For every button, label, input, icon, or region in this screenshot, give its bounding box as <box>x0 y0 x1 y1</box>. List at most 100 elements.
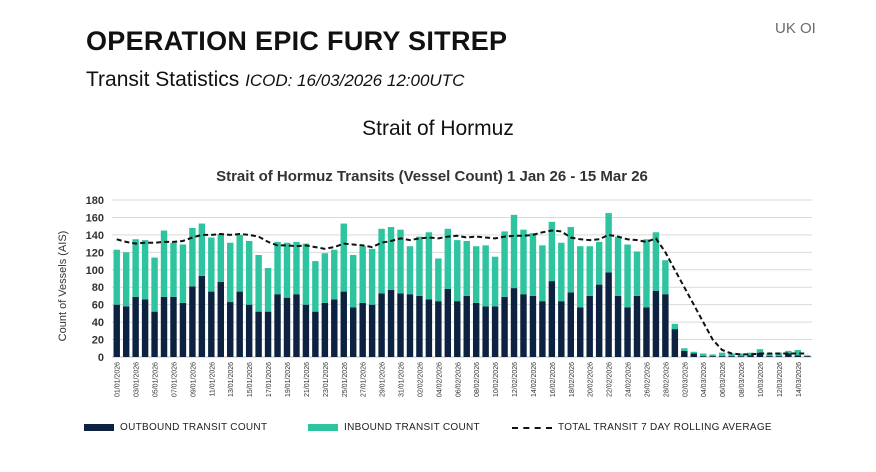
bar-outbound <box>378 293 385 357</box>
x-tick-label: 07/01/2026 <box>172 362 179 397</box>
x-tick-label: 17/01/2026 <box>266 362 273 397</box>
bar-inbound <box>690 351 697 354</box>
y-axis-label: Count of Vessels (AIS) <box>57 231 69 342</box>
bar-inbound <box>160 230 168 297</box>
bar-inbound <box>397 229 404 294</box>
x-tick-label: 06/02/2026 <box>455 362 462 397</box>
bar-outbound <box>539 301 546 357</box>
bar-outbound <box>189 286 196 357</box>
y-tick-label: 160 <box>86 212 104 224</box>
bar-outbound <box>681 350 688 357</box>
bar-inbound <box>482 245 489 307</box>
bar-inbound <box>520 229 527 295</box>
bar-outbound <box>368 304 376 357</box>
y-tick-label: 20 <box>92 335 104 347</box>
bar-outbound <box>482 306 489 357</box>
bar-outbound <box>785 353 792 357</box>
bar-inbound <box>302 243 310 305</box>
x-tick-label: 18/02/2026 <box>569 362 576 397</box>
bar-outbound <box>756 352 764 357</box>
legend-item-outbound: OUTBOUND TRANSIT COUNT <box>84 422 267 433</box>
bar-outbound <box>595 284 603 357</box>
bar-inbound <box>293 241 300 295</box>
bar-inbound <box>595 241 603 285</box>
bar-outbound <box>662 294 669 357</box>
bar-inbound <box>567 227 574 293</box>
x-tick-label: 04/02/2026 <box>436 362 443 397</box>
bar-outbound <box>406 294 414 357</box>
bar-inbound <box>728 353 735 357</box>
bar-inbound <box>558 242 565 302</box>
bar-outbound <box>141 299 149 357</box>
bar-inbound <box>170 242 177 297</box>
bar-inbound <box>227 242 234 303</box>
bar-outbound <box>463 295 470 357</box>
bar-outbound <box>283 297 291 357</box>
bar-outbound <box>652 290 660 357</box>
bar-outbound <box>444 288 452 357</box>
bar-inbound <box>785 350 792 354</box>
subtitle: Transit Statistics ICOD: 16/03/2026 12:0… <box>86 68 464 92</box>
bar-inbound <box>264 268 272 312</box>
bar-inbound <box>113 249 120 305</box>
bar-outbound <box>614 295 622 357</box>
bar-outbound <box>586 295 593 357</box>
bar-outbound <box>425 299 433 357</box>
x-tick-label: 06/03/2026 <box>720 362 727 397</box>
legend-swatch-average <box>512 426 552 429</box>
legend-label-outbound: OUTBOUND TRANSIT COUNT <box>120 422 268 433</box>
x-tick-label: 28/02/2026 <box>663 362 670 397</box>
bars <box>113 213 811 357</box>
rolling-average-line <box>116 229 808 356</box>
bar-inbound <box>766 353 773 357</box>
bar-outbound <box>718 356 726 357</box>
bar-outbound <box>605 272 612 357</box>
x-tick-label: 15/01/2026 <box>247 362 254 397</box>
bar-inbound <box>425 232 433 300</box>
bar-outbound <box>747 355 754 357</box>
bar-inbound <box>718 352 726 357</box>
bar-inbound <box>189 227 196 287</box>
bar-inbound <box>198 223 206 276</box>
bar-outbound <box>624 307 631 357</box>
x-tick-label: 02/03/2026 <box>682 362 689 397</box>
bar-outbound <box>775 356 783 357</box>
x-tick-label: 23/01/2026 <box>323 362 330 397</box>
y-tick-label: 140 <box>86 230 104 242</box>
x-tick-label: 03/01/2026 <box>134 362 141 397</box>
bar-inbound <box>472 246 480 303</box>
bar-outbound <box>510 288 518 357</box>
bar-inbound <box>671 323 679 330</box>
bar-outbound <box>737 356 745 357</box>
legend-label-average: TOTAL TRANSIT 7 DAY ROLLING AVERAGE <box>558 422 772 433</box>
bar-inbound <box>756 349 764 353</box>
bar-inbound <box>368 248 376 305</box>
bar-outbound <box>700 356 707 357</box>
bar-outbound <box>170 296 177 357</box>
bar-outbound <box>227 302 234 357</box>
bar-inbound <box>539 245 546 302</box>
bar-inbound <box>501 231 508 297</box>
bar-outbound <box>501 296 508 357</box>
bar-outbound <box>359 302 366 357</box>
x-tick-label: 16/02/2026 <box>550 362 557 397</box>
bar-outbound <box>132 296 139 357</box>
bar-outbound <box>350 307 357 357</box>
bar-inbound <box>312 261 319 312</box>
x-tick-label: 24/02/2026 <box>626 362 633 397</box>
x-tick-label: 02/02/2026 <box>417 362 424 397</box>
bar-inbound <box>510 214 518 289</box>
bar-inbound <box>283 242 291 298</box>
bar-outbound <box>435 301 442 357</box>
bar-inbound <box>378 228 385 294</box>
chart-title: Strait of Hormuz Transits (Vessel Count)… <box>216 168 648 185</box>
x-tick-label: 31/01/2026 <box>399 362 406 397</box>
subtitle-text: Transit Statistics <box>86 68 240 91</box>
x-tick-label: 05/01/2026 <box>153 362 160 397</box>
bar-inbound <box>794 350 802 356</box>
bar-inbound <box>132 239 139 297</box>
legend-swatch-inbound <box>308 424 338 431</box>
legend-item-average: TOTAL TRANSIT 7 DAY ROLLING AVERAGE <box>512 422 772 433</box>
bar-outbound <box>709 356 716 357</box>
